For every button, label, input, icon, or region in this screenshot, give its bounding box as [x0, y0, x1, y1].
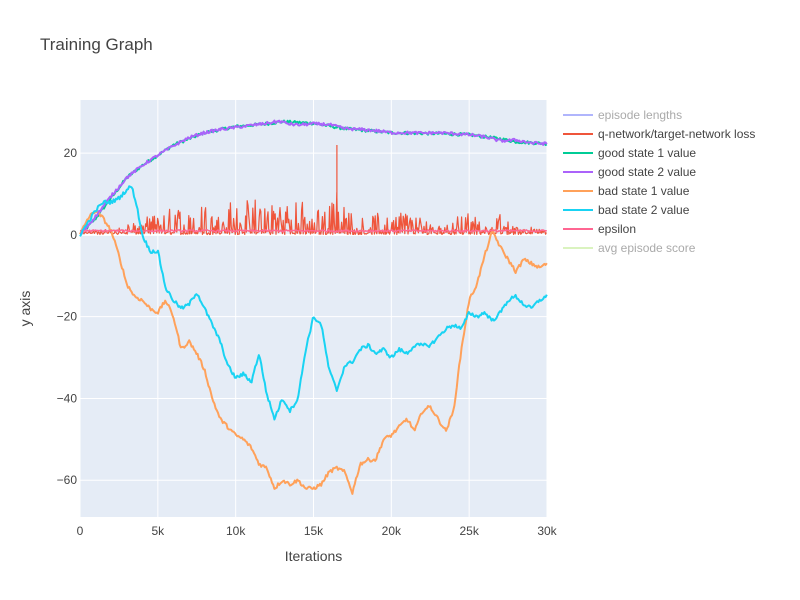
- series-layer: [79, 119, 548, 495]
- y-tick-label: −40: [57, 391, 78, 405]
- legend-item[interactable]: q-network/target-network loss: [563, 127, 755, 141]
- legend-item[interactable]: good state 1 value: [563, 146, 696, 160]
- x-tick-label: 10k: [226, 524, 246, 538]
- legend-label: good state 2 value: [598, 165, 696, 179]
- legend-item[interactable]: avg episode score: [563, 241, 696, 255]
- legend-label: episode lengths: [598, 108, 682, 122]
- chart-title: Training Graph: [40, 35, 153, 54]
- legend-item[interactable]: good state 2 value: [563, 165, 696, 179]
- x-tick-label: 30k: [537, 524, 557, 538]
- legend: episode lengths q-network/target-network …: [563, 108, 755, 255]
- x-tick-label: 5k: [151, 524, 165, 538]
- y-tick-label: 0: [70, 228, 77, 242]
- x-tick-label: 0: [77, 524, 84, 538]
- y-axis-ticks: −60 −40 −20 0 20: [57, 146, 78, 487]
- legend-item[interactable]: epsilon: [563, 222, 636, 236]
- y-axis-title: y axis: [17, 291, 33, 327]
- y-tick-label: −20: [57, 310, 78, 324]
- legend-item[interactable]: bad state 1 value: [563, 184, 690, 198]
- x-tick-label: 15k: [304, 524, 324, 538]
- x-axis-ticks: 0 5k 10k 15k 20k 25k 30k: [77, 524, 558, 538]
- legend-label: epsilon: [598, 222, 636, 236]
- legend-label: bad state 2 value: [598, 203, 690, 217]
- y-tick-label: 20: [64, 146, 78, 160]
- legend-item[interactable]: episode lengths: [563, 108, 682, 122]
- x-axis-title: Iterations: [285, 548, 343, 564]
- series-line-bad-state-2-value: [79, 185, 548, 421]
- series-line-good-state-2-value: [79, 119, 548, 235]
- legend-label: bad state 1 value: [598, 184, 690, 198]
- legend-label: avg episode score: [598, 241, 696, 255]
- legend-label: q-network/target-network loss: [598, 127, 755, 141]
- legend-label: good state 1 value: [598, 146, 696, 160]
- series-line-bad-state-1-value: [79, 210, 548, 495]
- x-tick-label: 20k: [382, 524, 402, 538]
- series-line-epsilon: [79, 229, 547, 233]
- y-tick-label: −60: [57, 473, 78, 487]
- legend-item[interactable]: bad state 2 value: [563, 203, 690, 217]
- x-tick-label: 25k: [459, 524, 479, 538]
